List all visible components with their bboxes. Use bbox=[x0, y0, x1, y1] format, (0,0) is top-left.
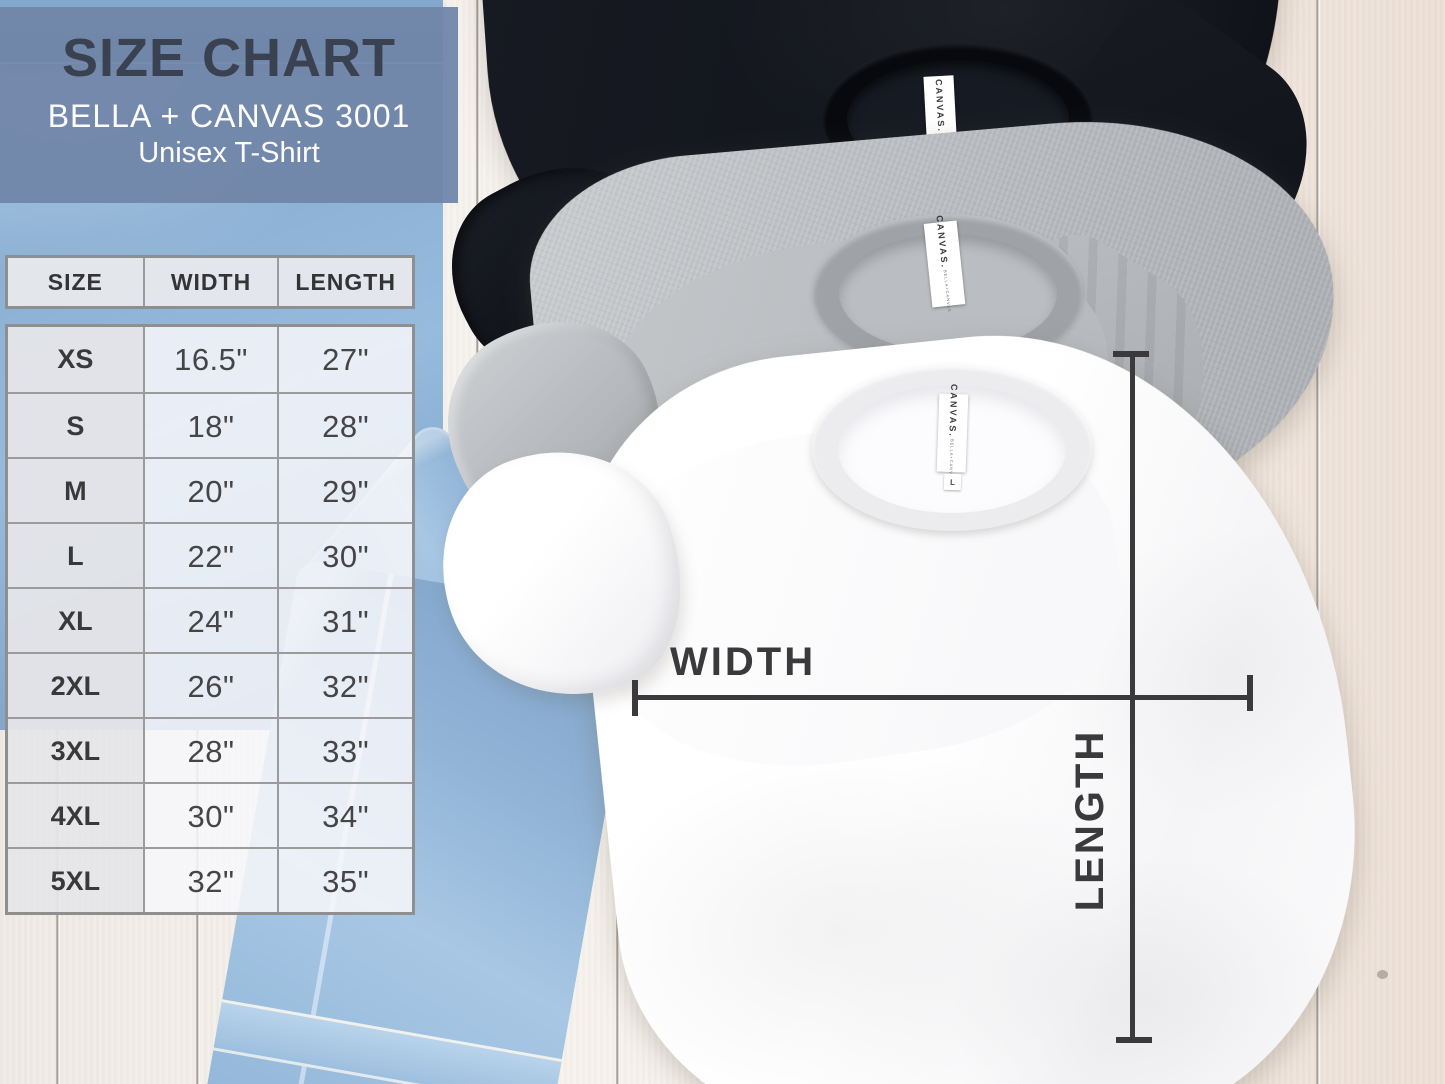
column-header-width: WIDTH bbox=[142, 258, 278, 306]
wood-knot bbox=[1377, 970, 1388, 979]
width-line-left-cap bbox=[632, 680, 638, 716]
table-row: 5XL 32" 35" bbox=[8, 847, 413, 912]
length-cell: 31" bbox=[277, 587, 413, 652]
size-table: SIZE WIDTH LENGTH XS 16.5" 27" S 18" 28"… bbox=[5, 255, 415, 915]
white-tshirt-neck-tag: CANVAS. BELLA+CANVAS bbox=[936, 384, 969, 482]
width-line-right-cap bbox=[1247, 675, 1253, 711]
size-cell: XS bbox=[8, 327, 143, 392]
width-cell: 20" bbox=[142, 457, 278, 522]
width-cell: 28" bbox=[142, 717, 278, 782]
length-cell: 30" bbox=[277, 522, 413, 587]
table-row: 4XL 30" 34" bbox=[8, 782, 413, 847]
size-table-body: XS 16.5" 27" S 18" 28" M 20" 29" L 22" 3… bbox=[5, 324, 415, 915]
length-measure-label: LENGTH bbox=[1068, 728, 1112, 912]
length-cell: 27" bbox=[277, 327, 413, 392]
page-title: SIZE CHART bbox=[62, 28, 396, 88]
product-name: BELLA + CANVAS 3001 bbox=[47, 98, 411, 134]
size-cell: 3XL bbox=[8, 717, 143, 782]
size-cell: L bbox=[8, 522, 143, 587]
size-cell: 5XL bbox=[8, 847, 143, 912]
table-row: M 20" 29" bbox=[8, 457, 413, 522]
size-cell: 4XL bbox=[8, 782, 143, 847]
width-cell: 30" bbox=[142, 782, 278, 847]
length-cell: 28" bbox=[277, 392, 413, 457]
width-cell: 24" bbox=[142, 587, 278, 652]
product-style: Unisex T-Shirt bbox=[138, 137, 320, 169]
width-cell: 26" bbox=[142, 652, 278, 717]
size-cell: M bbox=[8, 457, 143, 522]
width-cell: 22" bbox=[142, 522, 278, 587]
size-cell: XL bbox=[8, 587, 143, 652]
length-cell: 33" bbox=[277, 717, 413, 782]
width-cell: 16.5" bbox=[142, 327, 278, 392]
length-cell: 32" bbox=[277, 652, 413, 717]
table-row: S 18" 28" bbox=[8, 392, 413, 457]
white-tshirt-size-tag: L bbox=[943, 473, 962, 491]
size-table-header: SIZE WIDTH LENGTH bbox=[5, 255, 415, 309]
black-tshirt-neck-tag: CANVAS. bbox=[923, 75, 957, 137]
table-row: XS 16.5" 27" bbox=[8, 327, 413, 392]
length-cell: 34" bbox=[277, 782, 413, 847]
table-row: 2XL 26" 32" bbox=[8, 652, 413, 717]
length-line-bottom-cap bbox=[1116, 1037, 1152, 1043]
brand-tag-label: CANVAS. bbox=[934, 214, 950, 270]
width-cell: 32" bbox=[142, 847, 278, 912]
width-measure-label: WIDTH bbox=[670, 640, 817, 684]
length-cell: 35" bbox=[277, 847, 413, 912]
size-cell: 2XL bbox=[8, 652, 143, 717]
brand-tag-label: CANVAS. bbox=[933, 78, 947, 134]
column-header-size: SIZE bbox=[8, 258, 143, 306]
header-banner: SIZE CHART BELLA + CANVAS 3001 Unisex T-… bbox=[0, 7, 458, 203]
column-header-length: LENGTH bbox=[277, 258, 413, 306]
brand-tag-label: CANVAS. bbox=[947, 383, 960, 439]
length-line-top-cap bbox=[1113, 351, 1149, 357]
table-row: 3XL 28" 33" bbox=[8, 717, 413, 782]
length-cell: 29" bbox=[277, 457, 413, 522]
width-measure-line bbox=[633, 695, 1253, 700]
table-row: L 22" 30" bbox=[8, 522, 413, 587]
table-row: XL 24" 31" bbox=[8, 587, 413, 652]
length-measure-line bbox=[1130, 354, 1135, 1040]
size-cell: S bbox=[8, 392, 143, 457]
width-cell: 18" bbox=[142, 392, 278, 457]
